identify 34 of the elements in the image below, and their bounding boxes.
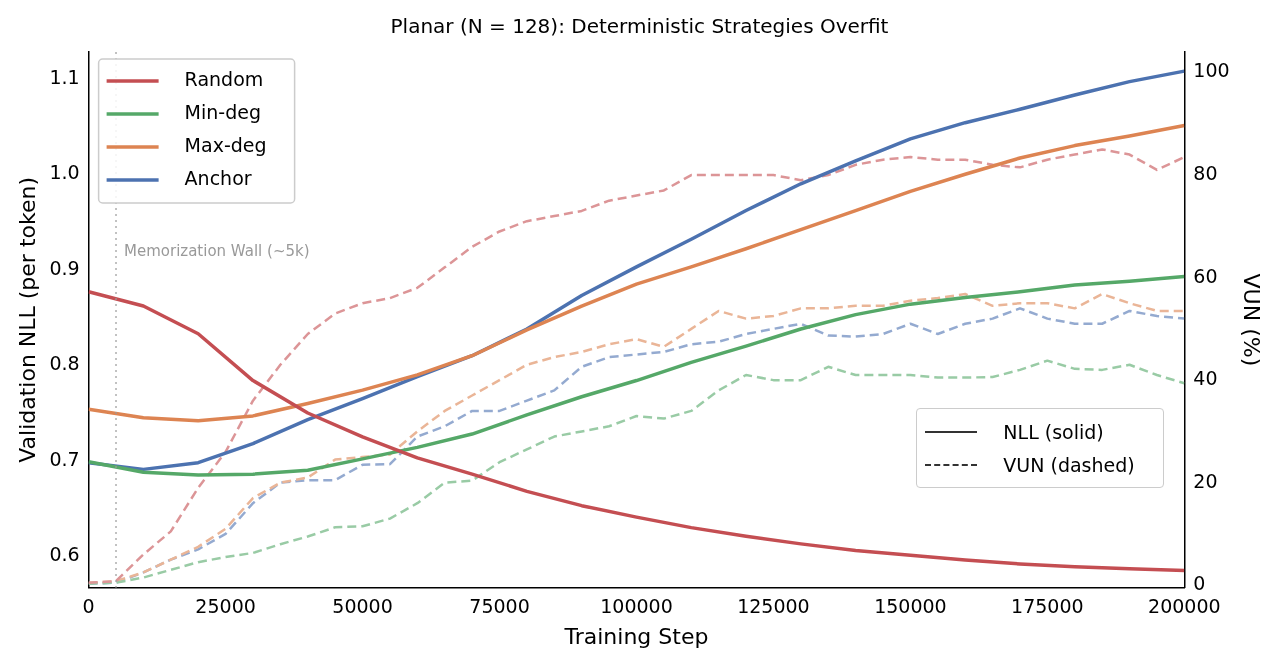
y2-tick-label: 100: [1193, 59, 1230, 82]
y2-tick-label: 60: [1193, 264, 1218, 287]
x-tick-label: 100000: [600, 595, 673, 618]
legend-label: Anchor: [184, 166, 252, 189]
x-tick-label: 25000: [195, 595, 256, 618]
legend-label: Min-deg: [184, 100, 262, 123]
y2-tick-label: 80: [1193, 161, 1218, 184]
y-axis-title: Validation NLL (per token): [14, 176, 40, 463]
y2-tick-label: 40: [1193, 367, 1218, 390]
chart-title: Planar (N = 128): Deterministic Strategies Overfit: [390, 14, 889, 39]
y2-tick-label: 0: [1193, 572, 1206, 595]
line-series: [88, 359, 1185, 585]
y-tick-label: 0.9: [49, 256, 80, 279]
x-tick-label: 50000: [332, 595, 393, 618]
x-tick-label: 200000: [1148, 595, 1221, 618]
annotation: VUN (dashed): [1003, 453, 1135, 476]
x-tick-label: 175000: [1011, 595, 1084, 618]
ref-line-label: Memorization Wall (~5k): [124, 241, 310, 260]
x-tick-label: 0: [82, 595, 95, 618]
x-tick-label: 75000: [469, 595, 530, 618]
y-tick-label: 1.1: [49, 65, 80, 88]
y-tick-label: 1.0: [49, 161, 80, 184]
style-legend: NLL (solid) VUN (dashed): [916, 408, 1165, 489]
legend-label: Max-deg: [184, 133, 267, 156]
x-tick-label: 125000: [737, 595, 810, 618]
y-tick-label: 0.6: [49, 543, 80, 566]
y2-tick-label: 20: [1193, 469, 1218, 492]
annotation: NLL (solid): [1003, 420, 1104, 443]
x-tick-label: 150000: [874, 595, 947, 618]
y2-axis-title: VUN (%): [1239, 273, 1265, 367]
legend-label: Random: [184, 67, 264, 90]
y-tick-label: 0.7: [49, 447, 80, 470]
y-tick-label: 0.8: [49, 352, 80, 375]
x-axis-title: Training Step: [563, 623, 709, 649]
